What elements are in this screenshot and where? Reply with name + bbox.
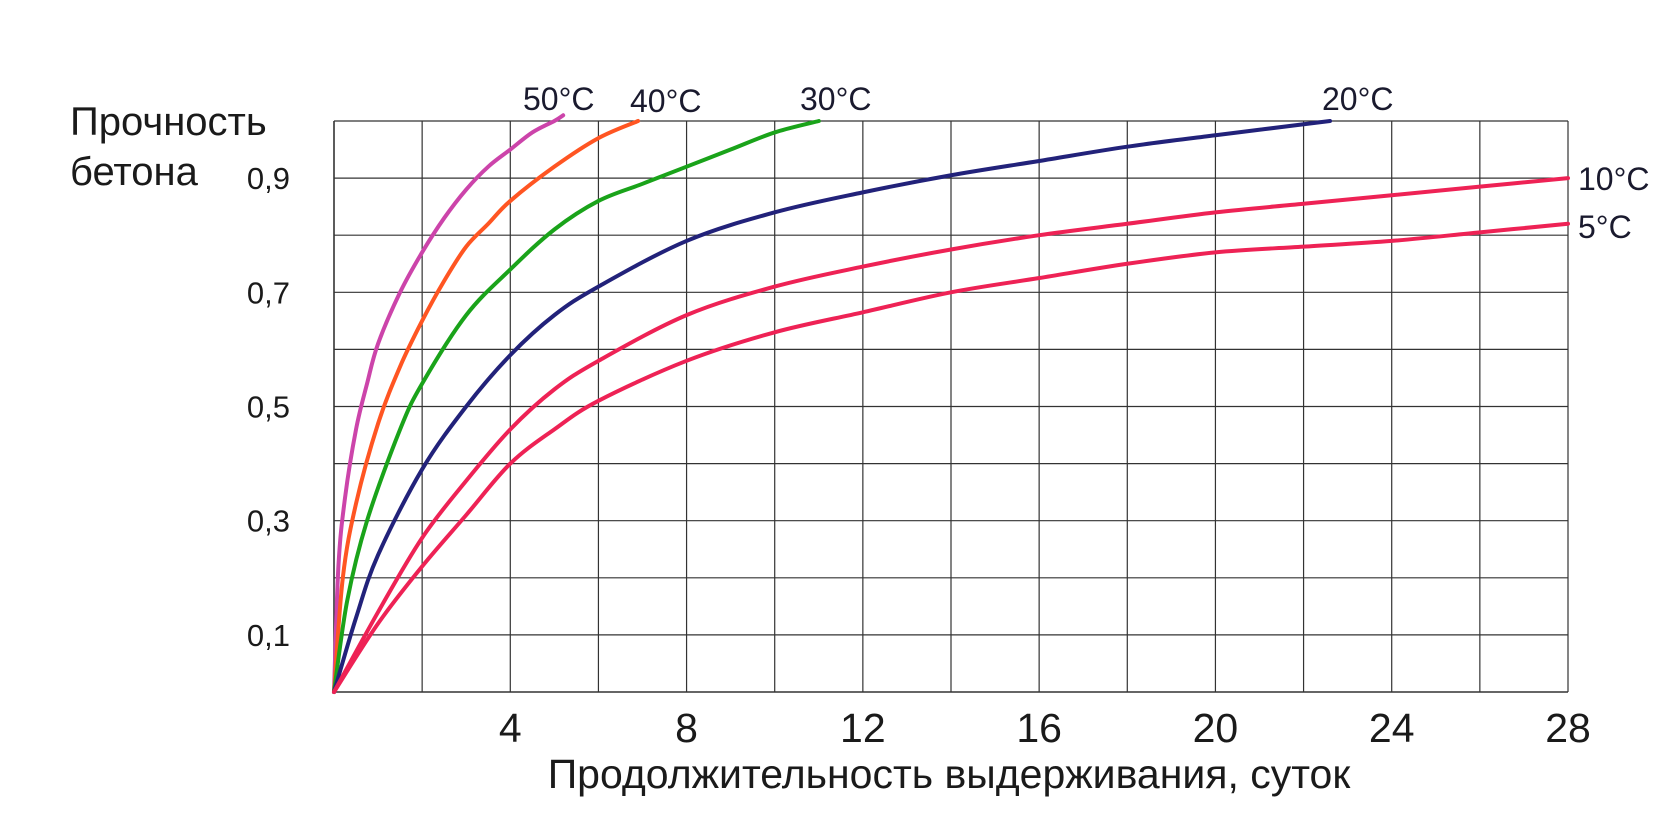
series-line-3 — [332, 119, 1333, 694]
y-tick-label: 0,5 — [247, 390, 290, 425]
grid — [333, 120, 1569, 693]
series-line-5 — [332, 221, 1570, 694]
y-tick-labels: 0,1 0,3 0,5 0,7 0,9 — [247, 161, 290, 653]
y-tick-label: 0,3 — [247, 504, 290, 539]
y-axis-title-line1: Прочность — [70, 100, 267, 144]
series-label-0: 50°C — [523, 81, 595, 117]
series-label-2: 30°C — [800, 81, 872, 117]
x-tick-label: 24 — [1369, 705, 1415, 751]
series-line-2 — [332, 119, 821, 694]
series-label-3: 20°C — [1322, 81, 1394, 117]
series-line-1 — [332, 119, 641, 694]
x-tick-label: 20 — [1193, 705, 1239, 751]
x-tick-labels: 4 8 12 16 20 24 28 — [499, 705, 1591, 751]
x-tick-label: 8 — [675, 705, 698, 751]
series-label-1: 40°C — [630, 83, 702, 119]
x-tick-label: 28 — [1545, 705, 1591, 751]
series-lines — [332, 113, 1570, 694]
series-labels: 50°C 40°C 30°C 20°C 10°C 5°C — [523, 81, 1650, 245]
x-tick-label: 16 — [1016, 705, 1062, 751]
y-tick-label: 0,1 — [247, 618, 290, 653]
x-tick-label: 12 — [840, 705, 886, 751]
y-tick-label: 0,7 — [247, 275, 290, 310]
y-axis-title-line2: бетона — [70, 150, 199, 194]
series-line-0 — [332, 113, 566, 694]
y-tick-label: 0,9 — [247, 161, 290, 196]
series-label-4: 10°C — [1578, 161, 1650, 197]
x-tick-label: 4 — [499, 705, 522, 751]
series-label-5: 5°C — [1578, 209, 1632, 245]
x-axis-title: Продолжительность выдерживания, суток — [548, 751, 1352, 797]
series-line-4 — [332, 176, 1570, 694]
